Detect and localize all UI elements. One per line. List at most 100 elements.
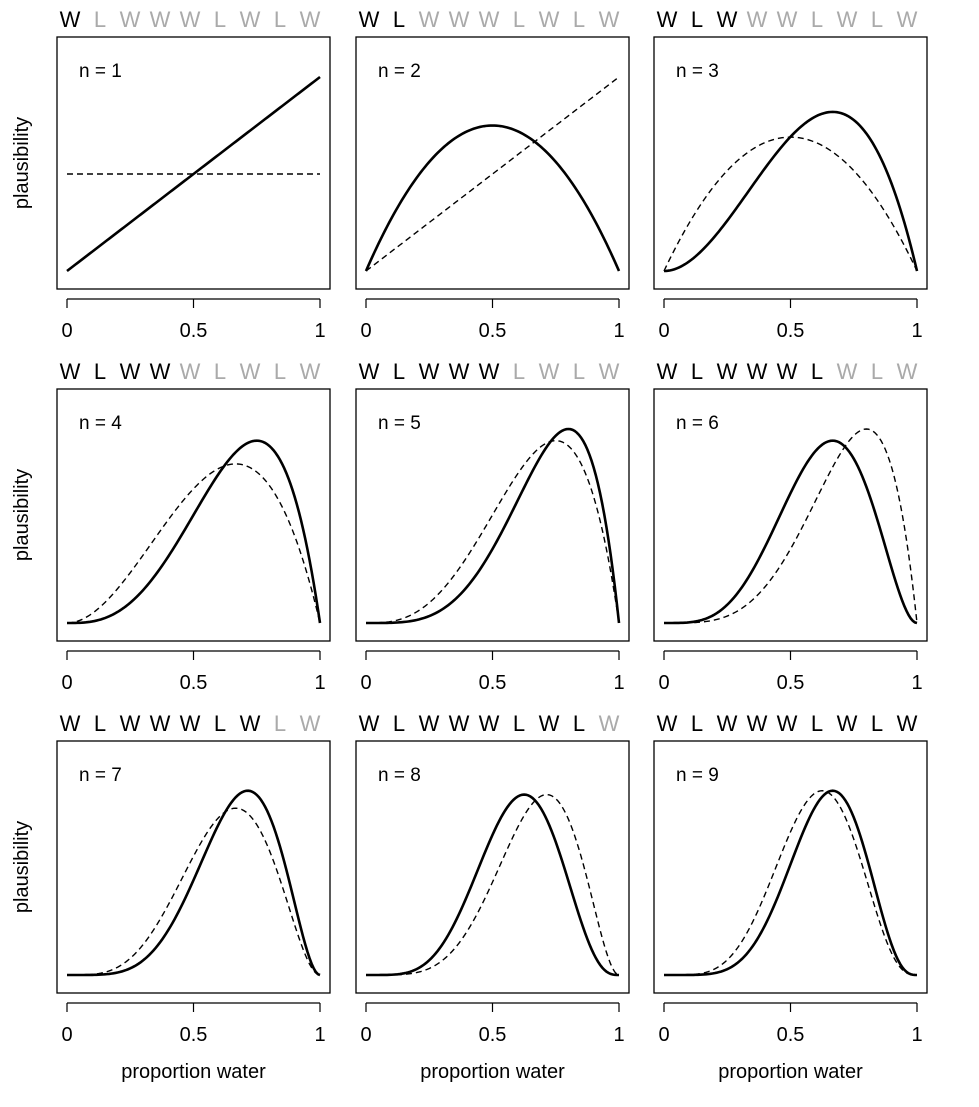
sequence-letter: L <box>573 359 585 384</box>
x-tick-label: 0 <box>658 1024 669 1046</box>
sequence-letter: W <box>449 711 470 736</box>
x-tick-label: 1 <box>314 320 325 342</box>
prior-curve <box>66 463 321 624</box>
sequence-letter: W <box>747 359 768 384</box>
posterior-curve <box>663 110 919 273</box>
sequence-letter: L <box>393 7 405 32</box>
x-tick-label: 0 <box>61 672 72 694</box>
x-tick-label: 0 <box>360 672 371 694</box>
sequence-letter: L <box>94 711 106 736</box>
sequence-letter: W <box>180 359 201 384</box>
sequence-letter: W <box>747 711 768 736</box>
x-tick-label: 0.5 <box>180 672 208 694</box>
sequence-letter: L <box>393 711 405 736</box>
sequence-letter: W <box>717 7 738 32</box>
sequence-letter: L <box>94 359 106 384</box>
plot-frame <box>355 388 630 642</box>
sequence-letter: W <box>120 711 141 736</box>
x-tick-label: 0.5 <box>777 320 805 342</box>
sequence-letter: W <box>240 7 261 32</box>
x-tick-label: 1 <box>911 320 922 342</box>
sequence-letter: W <box>150 7 171 32</box>
panel-2: W L W W W L W L Wn = 20 0.5 1 <box>355 7 630 342</box>
sequence-letter: W <box>657 7 678 32</box>
panel-label: n = 6 <box>676 413 719 434</box>
sequence-letter: W <box>180 7 201 32</box>
x-tick-label: 0.5 <box>479 320 507 342</box>
sequence-letter: W <box>449 7 470 32</box>
sequence-letter: W <box>717 359 738 384</box>
posterior-curve <box>664 789 918 977</box>
plot-frame <box>56 740 331 994</box>
prior-curve <box>366 439 620 624</box>
sequence-letter: W <box>897 7 918 32</box>
sequence-letter: L <box>691 711 703 736</box>
sequence-letter: W <box>240 711 261 736</box>
sequence-letter: L <box>871 7 883 32</box>
sequence-letter: W <box>300 711 321 736</box>
sequence-letter: L <box>393 359 405 384</box>
sequence-letter: W <box>897 711 918 736</box>
sequence-letter: L <box>214 7 226 32</box>
x-tick-label: 1 <box>314 672 325 694</box>
posterior-curve <box>67 789 321 977</box>
sequence-letter: W <box>747 7 768 32</box>
sequence-letter: W <box>479 359 500 384</box>
posterior-curve <box>664 439 918 625</box>
plot-frame <box>653 36 928 290</box>
sequence-letter: W <box>240 359 261 384</box>
x-tick-label: 0 <box>61 320 72 342</box>
sequence-letter: W <box>717 711 738 736</box>
x-tick-label: 1 <box>613 1024 624 1046</box>
sequence-letter: W <box>180 711 201 736</box>
sequence-letter: L <box>691 359 703 384</box>
sequence-letter: W <box>539 711 560 736</box>
sequence-letter: W <box>539 7 560 32</box>
sequence-letter: W <box>837 7 858 32</box>
y-axis-label: plausibility <box>11 821 33 913</box>
x-tick-label: 0 <box>61 1024 72 1046</box>
posterior-curve <box>366 793 620 977</box>
panel-label: n = 1 <box>79 61 122 82</box>
sequence-letter: L <box>811 711 823 736</box>
posterior-curve <box>366 427 621 625</box>
panel-label: n = 4 <box>79 413 122 434</box>
sequence-letter: W <box>539 359 560 384</box>
sequence-letter: W <box>419 359 440 384</box>
x-axis-label: proportion water <box>121 1061 266 1083</box>
plot-frame <box>56 388 331 642</box>
sequence-letter: W <box>777 711 798 736</box>
sequence-letter: L <box>573 711 585 736</box>
sequence-letter: W <box>837 711 858 736</box>
x-tick-label: 1 <box>314 1024 325 1046</box>
prior-curve <box>664 428 918 624</box>
panel-label: n = 3 <box>676 61 719 82</box>
y-axis-label: plausibility <box>11 117 33 209</box>
panel-5: W L W W W L W L Wn = 50 0.5 1 <box>355 359 630 694</box>
sequence-letter: W <box>777 7 798 32</box>
prior-curve <box>67 807 321 976</box>
sequence-letter: W <box>599 711 620 736</box>
x-tick-label: 0.5 <box>777 672 805 694</box>
sequence-letter: W <box>897 359 918 384</box>
prior-curve <box>365 76 620 272</box>
sequence-letter: W <box>419 711 440 736</box>
x-tick-label: 1 <box>911 1024 922 1046</box>
sequence-letter: W <box>657 711 678 736</box>
x-tick-label: 1 <box>911 672 922 694</box>
sequence-letter: W <box>777 359 798 384</box>
posterior-curve <box>67 439 322 625</box>
prior-curve <box>664 789 918 976</box>
sequence-letter: L <box>274 7 286 32</box>
sequence-letter: W <box>479 7 500 32</box>
sequence-letter: L <box>214 359 226 384</box>
x-tick-label: 0 <box>360 320 371 342</box>
sequence-letter: L <box>871 711 883 736</box>
sequence-letter: W <box>359 359 380 384</box>
posterior-curve <box>66 75 321 273</box>
sequence-letter: W <box>300 7 321 32</box>
